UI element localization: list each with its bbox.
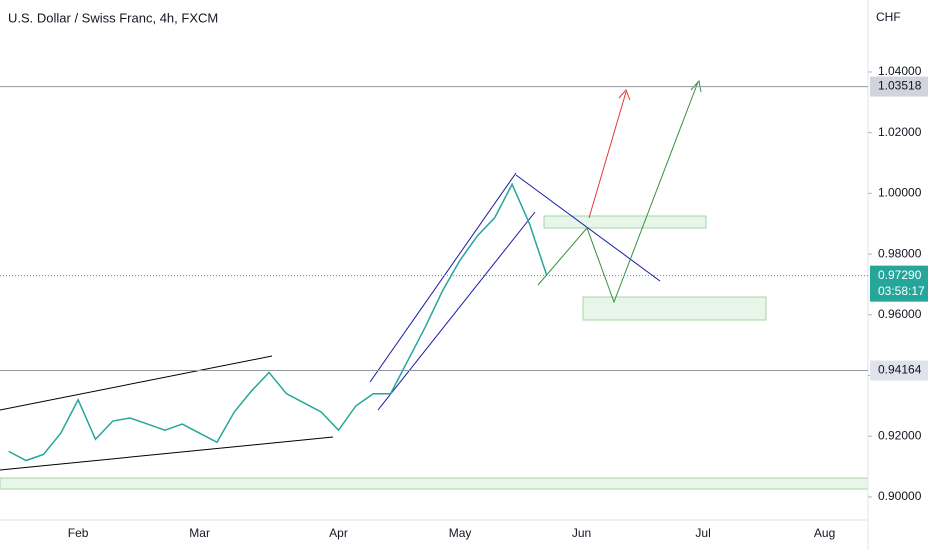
x-tick-label: Jul	[695, 526, 710, 540]
support-zone	[0, 477, 869, 490]
countdown: 03:58:17	[878, 284, 925, 298]
y-tick-label: 1.04000	[878, 64, 922, 78]
y-tick-label: 0.98000	[878, 246, 922, 260]
x-tick-label: Feb	[68, 526, 89, 540]
level-box	[870, 76, 928, 97]
y-tick-label: 0.90000	[878, 489, 922, 503]
x-tick-label: Apr	[329, 526, 348, 540]
y-tick-label: 1.00000	[878, 186, 922, 200]
channel-lower	[377, 211, 536, 411]
y-tick-label: 1.02000	[878, 125, 922, 139]
x-tick-label: Mar	[189, 526, 210, 540]
target-zone	[582, 296, 767, 321]
current-price-box	[870, 265, 928, 302]
y-tick-label: 0.92000	[878, 428, 922, 442]
y-tick-label: 0.96000	[878, 307, 922, 321]
level-label: 0.94164	[878, 363, 922, 377]
x-tick-label: Jun	[572, 526, 591, 540]
arrow-head	[618, 89, 631, 101]
resistance-zone	[543, 215, 707, 229]
level-label: 1.03518	[878, 79, 922, 93]
x-tick-label: Aug	[814, 526, 835, 540]
alt-projection	[588, 91, 627, 219]
chart-title: U.S. Dollar / Swiss Franc, 4h, FXCM	[8, 10, 218, 25]
price-line	[8, 182, 548, 462]
current-price-label: 0.97290	[878, 268, 922, 282]
projection-path	[537, 81, 699, 304]
x-tick-label: May	[449, 526, 472, 540]
level-box	[870, 360, 928, 381]
channel-upper	[369, 172, 517, 383]
wedge-lower	[0, 436, 334, 471]
y-axis-label: CHF	[876, 10, 901, 24]
wedge-upper	[0, 355, 273, 411]
trendline	[515, 174, 661, 282]
